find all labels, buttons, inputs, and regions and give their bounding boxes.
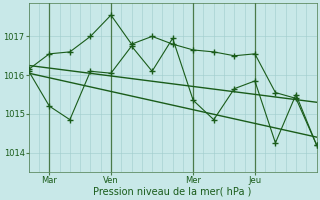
X-axis label: Pression niveau de la mer( hPa ): Pression niveau de la mer( hPa ) [93,187,252,197]
